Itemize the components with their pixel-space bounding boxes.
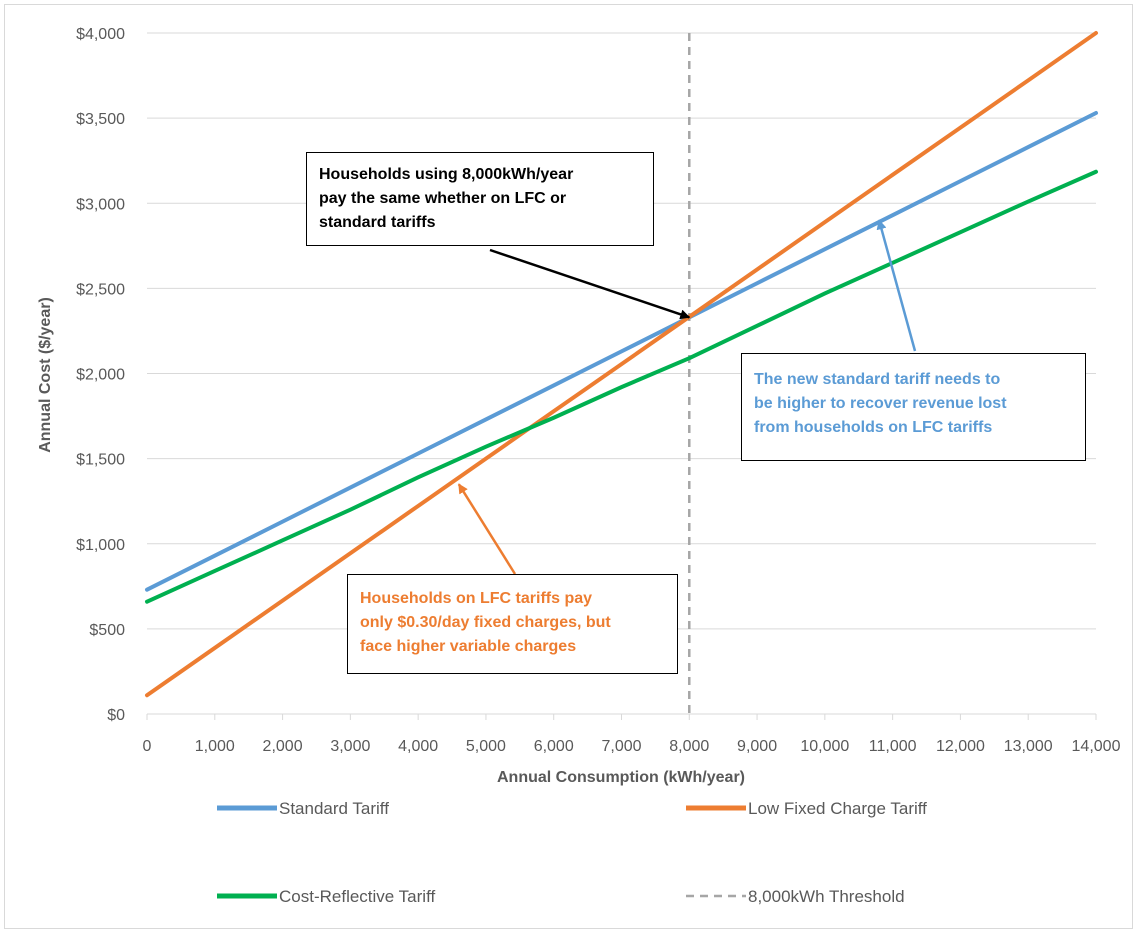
x-tick-label: 11,000 <box>869 738 917 755</box>
annotation-line: face higher variable charges <box>360 638 577 655</box>
x-tick-label: 0 <box>143 738 152 755</box>
x-axis-title: Annual Consumption (kWh/year) <box>497 769 745 786</box>
chart-frame <box>4 4 1133 929</box>
y-tick-label: $1,000 <box>76 537 125 554</box>
legend-label: Cost-Reflective Tariff <box>279 887 435 906</box>
series-line-1 <box>145 31 1098 698</box>
x-tick-label: 3,000 <box>330 738 370 755</box>
series-line-0 <box>145 111 1098 592</box>
annotation-line: only $0.30/day fixed charges, but <box>360 614 611 631</box>
legend-label: 8,000kWh Threshold <box>748 887 905 906</box>
y-axis-title: Annual Cost ($/year) <box>37 297 54 453</box>
legend: Standard Tariff Low Fixed Charge Tariff Co… <box>217 799 927 906</box>
annotation-arrow <box>876 219 917 352</box>
x-axis <box>146 713 1097 720</box>
annotation-arrows <box>457 219 917 575</box>
x-tick-label: 4,000 <box>398 738 438 755</box>
x-tick-label: 2,000 <box>263 738 303 755</box>
x-tick-label: 10,000 <box>800 738 849 755</box>
x-axis-ticks: 0 1,000 2,000 3,000 4,000 5,000 6,000 7,000 8,00… <box>143 738 1121 755</box>
y-tick-label: $500 <box>89 622 125 639</box>
annotation-box-lfc: Households on LFC tariffs pay only $0.30… <box>347 574 678 674</box>
annotation-arrow <box>489 248 691 320</box>
y-tick-label: $0 <box>107 707 125 724</box>
legend-label: Low Fixed Charge Tariff <box>748 799 927 818</box>
annotation-line: pay the same whether on LFC or <box>319 190 567 207</box>
annotation-arrow <box>457 483 517 575</box>
x-tick-label: 14,000 <box>1072 738 1121 755</box>
series-line-2 <box>145 169 1098 604</box>
x-tick-label: 1,000 <box>195 738 235 755</box>
series-lines <box>145 31 1098 698</box>
y-tick-label: $3,000 <box>76 196 125 213</box>
x-tick-label: 13,000 <box>1004 738 1053 755</box>
x-tick-label: 7,000 <box>601 738 641 755</box>
annotation-line: Households using 8,000kWh/year <box>319 166 574 183</box>
annotation-line: Households on LFC tariffs pay <box>360 590 593 607</box>
y-tick-label: $3,500 <box>76 111 125 128</box>
annotation-line: standard tariffs <box>319 214 436 231</box>
y-tick-label: $1,500 <box>76 452 125 469</box>
y-tick-label: $2,000 <box>76 367 125 384</box>
annotation-box-threshold: Households using 8,000kWh/year pay the s… <box>306 152 654 246</box>
legend-label: Standard Tariff <box>279 799 389 818</box>
y-tick-label: $2,500 <box>76 281 125 298</box>
x-tick-label: 9,000 <box>737 738 777 755</box>
x-tick-label: 12,000 <box>936 738 985 755</box>
annotation-line: from households on LFC tariffs <box>754 419 993 436</box>
x-tick-label: 5,000 <box>466 738 506 755</box>
x-tick-label: 8,000 <box>669 738 709 755</box>
annotation-box-standard: The new standard tariff needs to be high… <box>741 353 1086 461</box>
y-tick-label: $4,000 <box>76 26 125 43</box>
annotation-line: The new standard tariff needs to <box>754 371 1001 388</box>
x-tick-label: 6,000 <box>534 738 574 755</box>
y-axis-ticks: $0 $500 $1,000 $1,500 $2,000 $2,500 $3,000 $3,5… <box>76 26 125 724</box>
gridlines <box>147 32 1096 630</box>
annotation-line: be higher to recover revenue lost <box>754 395 1007 412</box>
